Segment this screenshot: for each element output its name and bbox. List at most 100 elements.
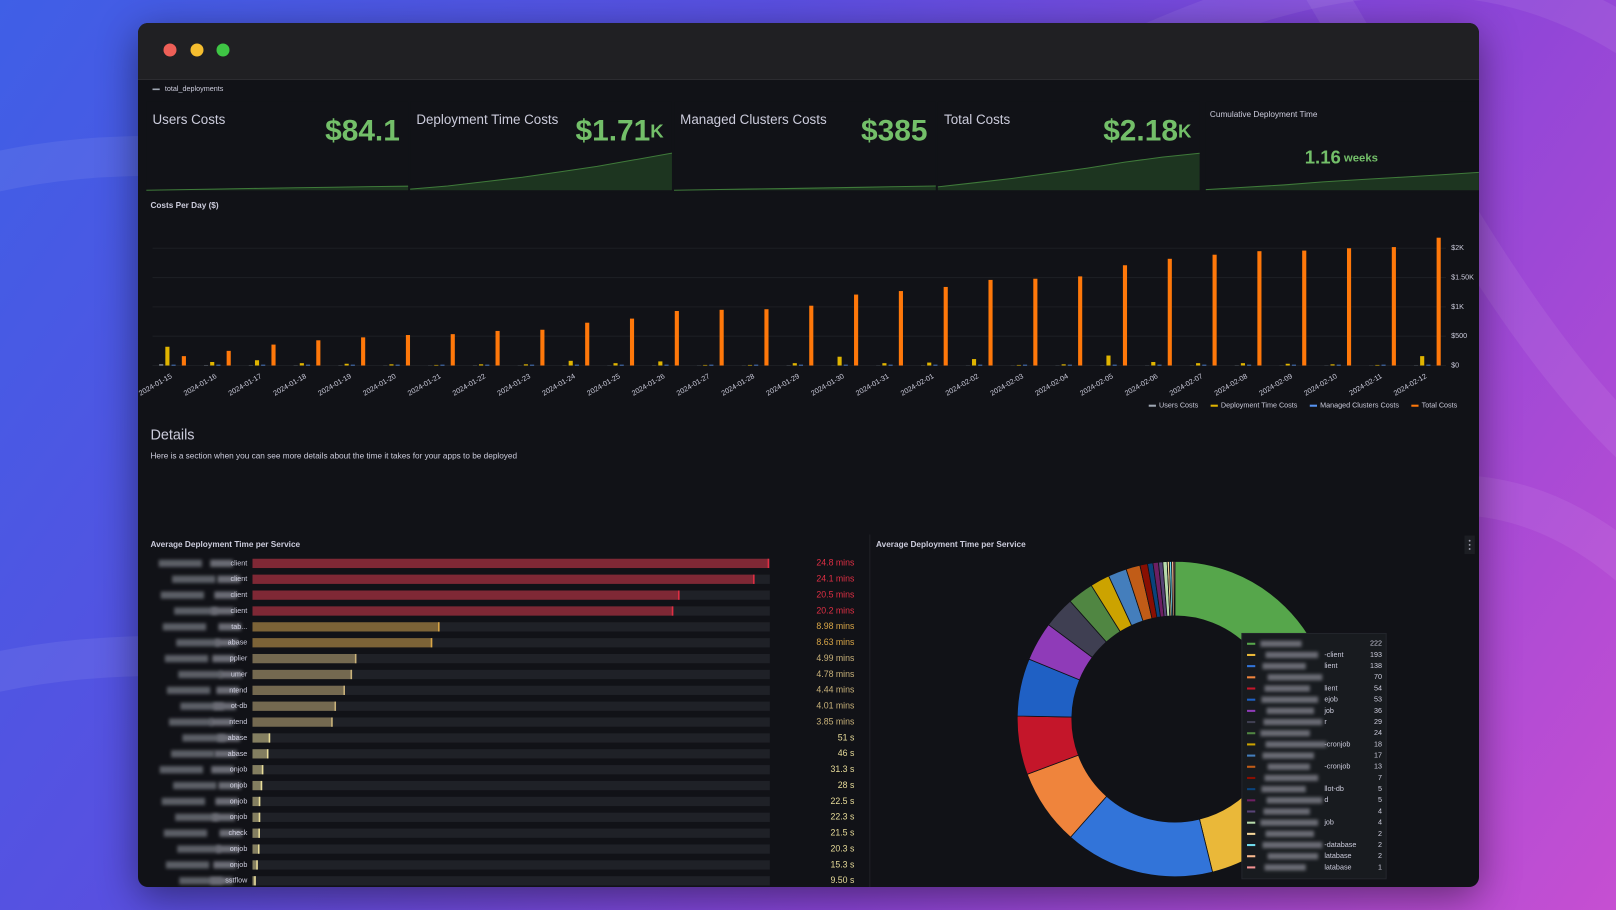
value-label: 28 s <box>838 780 855 790</box>
gauge-cap <box>678 590 680 600</box>
panel-menu[interactable] <box>1464 535 1475 555</box>
service-label: onjob <box>230 765 248 774</box>
value-label: 4.44 mins <box>816 685 855 695</box>
legend-value: 5 <box>1378 795 1382 804</box>
legend-value: 138 <box>1370 661 1382 670</box>
sparkline <box>673 185 936 191</box>
bar <box>1285 363 1290 366</box>
gauge-bar <box>252 701 337 711</box>
gauge-track <box>252 828 770 838</box>
section-title: Details <box>150 427 194 443</box>
bar <box>1375 364 1380 366</box>
legend-value: 2 <box>1378 851 1382 860</box>
gauge-bar <box>252 606 674 616</box>
redacted-label <box>1264 774 1319 782</box>
value-label: 3.85 mins <box>816 716 855 726</box>
gauge-track <box>252 685 770 695</box>
legend-value: 24 <box>1374 728 1382 737</box>
bar <box>344 363 349 366</box>
bar <box>1061 364 1066 366</box>
bar <box>389 364 394 366</box>
gauge-track <box>252 876 770 886</box>
service-label: abase <box>228 638 248 647</box>
service-label: client <box>231 606 248 615</box>
gauge-bar <box>252 828 260 838</box>
minimize-button[interactable] <box>190 43 204 57</box>
bar <box>888 364 893 366</box>
legend-label: r <box>1324 717 1327 726</box>
redacted-label <box>1262 841 1323 849</box>
y-tick-label: $500 <box>1451 331 1467 340</box>
maximize-button[interactable] <box>216 43 230 57</box>
legend-value: 193 <box>1370 650 1382 659</box>
legend-value: 54 <box>1374 683 1382 692</box>
redacted-label <box>159 766 204 774</box>
service-label: check <box>229 828 248 837</box>
bar <box>1391 247 1396 366</box>
bar <box>1420 356 1425 366</box>
value-label: 24.8 mins <box>816 558 855 568</box>
bar <box>1257 251 1262 366</box>
gauge-cap <box>354 653 357 664</box>
redacted-label <box>1263 808 1310 815</box>
dashboard: total_deployments Details Here is a sect… <box>138 84 1479 887</box>
redacted-label <box>179 877 223 885</box>
bar <box>254 360 260 366</box>
service-label: abase <box>228 749 248 758</box>
bar <box>703 364 708 366</box>
service-label: ntend <box>229 685 247 694</box>
chart-title: Average Deployment Time per Service <box>150 540 300 549</box>
bar <box>568 360 573 366</box>
gauge-bar <box>252 780 263 791</box>
service-label: onjob <box>230 780 248 789</box>
value-label: 15.3 s <box>831 859 855 869</box>
x-tick-label: 2024-01-20 <box>361 371 397 397</box>
bar <box>1336 364 1341 366</box>
stat-unit: weeks <box>1343 152 1378 164</box>
redacted-label <box>1262 752 1315 759</box>
redacted-label <box>1266 797 1323 804</box>
bar <box>1381 364 1386 366</box>
redacted-label <box>218 623 242 631</box>
stat-number: $84.1 <box>325 114 400 147</box>
gauge-bar <box>252 590 680 600</box>
bar <box>1436 237 1441 366</box>
x-tick-label: 2024-02-08 <box>1213 371 1249 397</box>
x-tick-label: 2024-01-18 <box>271 371 307 397</box>
gauge-track <box>252 749 770 759</box>
value-label: 8.98 mins <box>816 621 855 631</box>
bar <box>165 346 170 366</box>
gauge-cap <box>430 638 433 648</box>
gauge-cap <box>260 780 263 791</box>
value-label: 20.3 s <box>831 843 855 853</box>
gauge-cap <box>261 765 264 775</box>
bar <box>843 364 848 366</box>
gauge-track <box>252 638 770 648</box>
bar <box>754 364 759 366</box>
bar <box>1157 364 1162 366</box>
service-label: pplier <box>230 654 248 663</box>
gauge-track <box>252 844 770 854</box>
bar <box>674 310 679 366</box>
redacted-label <box>1267 763 1310 770</box>
service-label: ot-db <box>231 701 247 710</box>
bar <box>1302 250 1307 366</box>
stat-panel <box>146 101 409 193</box>
bar <box>299 363 304 366</box>
value-label: 4.78 mins <box>816 669 855 679</box>
redacted-label <box>214 750 238 758</box>
legend-label: Users Costs <box>1159 401 1199 410</box>
legend-label: job <box>1323 706 1334 715</box>
legend-value: 29 <box>1374 717 1382 726</box>
gauge-bar <box>252 876 256 886</box>
bar <box>978 364 983 366</box>
window-controls <box>163 43 230 57</box>
bar <box>1291 364 1296 366</box>
close-button[interactable] <box>163 43 177 57</box>
bar <box>305 364 311 366</box>
service-label: umer <box>231 669 248 678</box>
stat-value: $385 <box>861 114 927 147</box>
chart-title: Costs Per Day ($) <box>150 201 218 210</box>
stat-number: $1.71 <box>576 114 651 147</box>
gauge-cap <box>753 574 755 584</box>
